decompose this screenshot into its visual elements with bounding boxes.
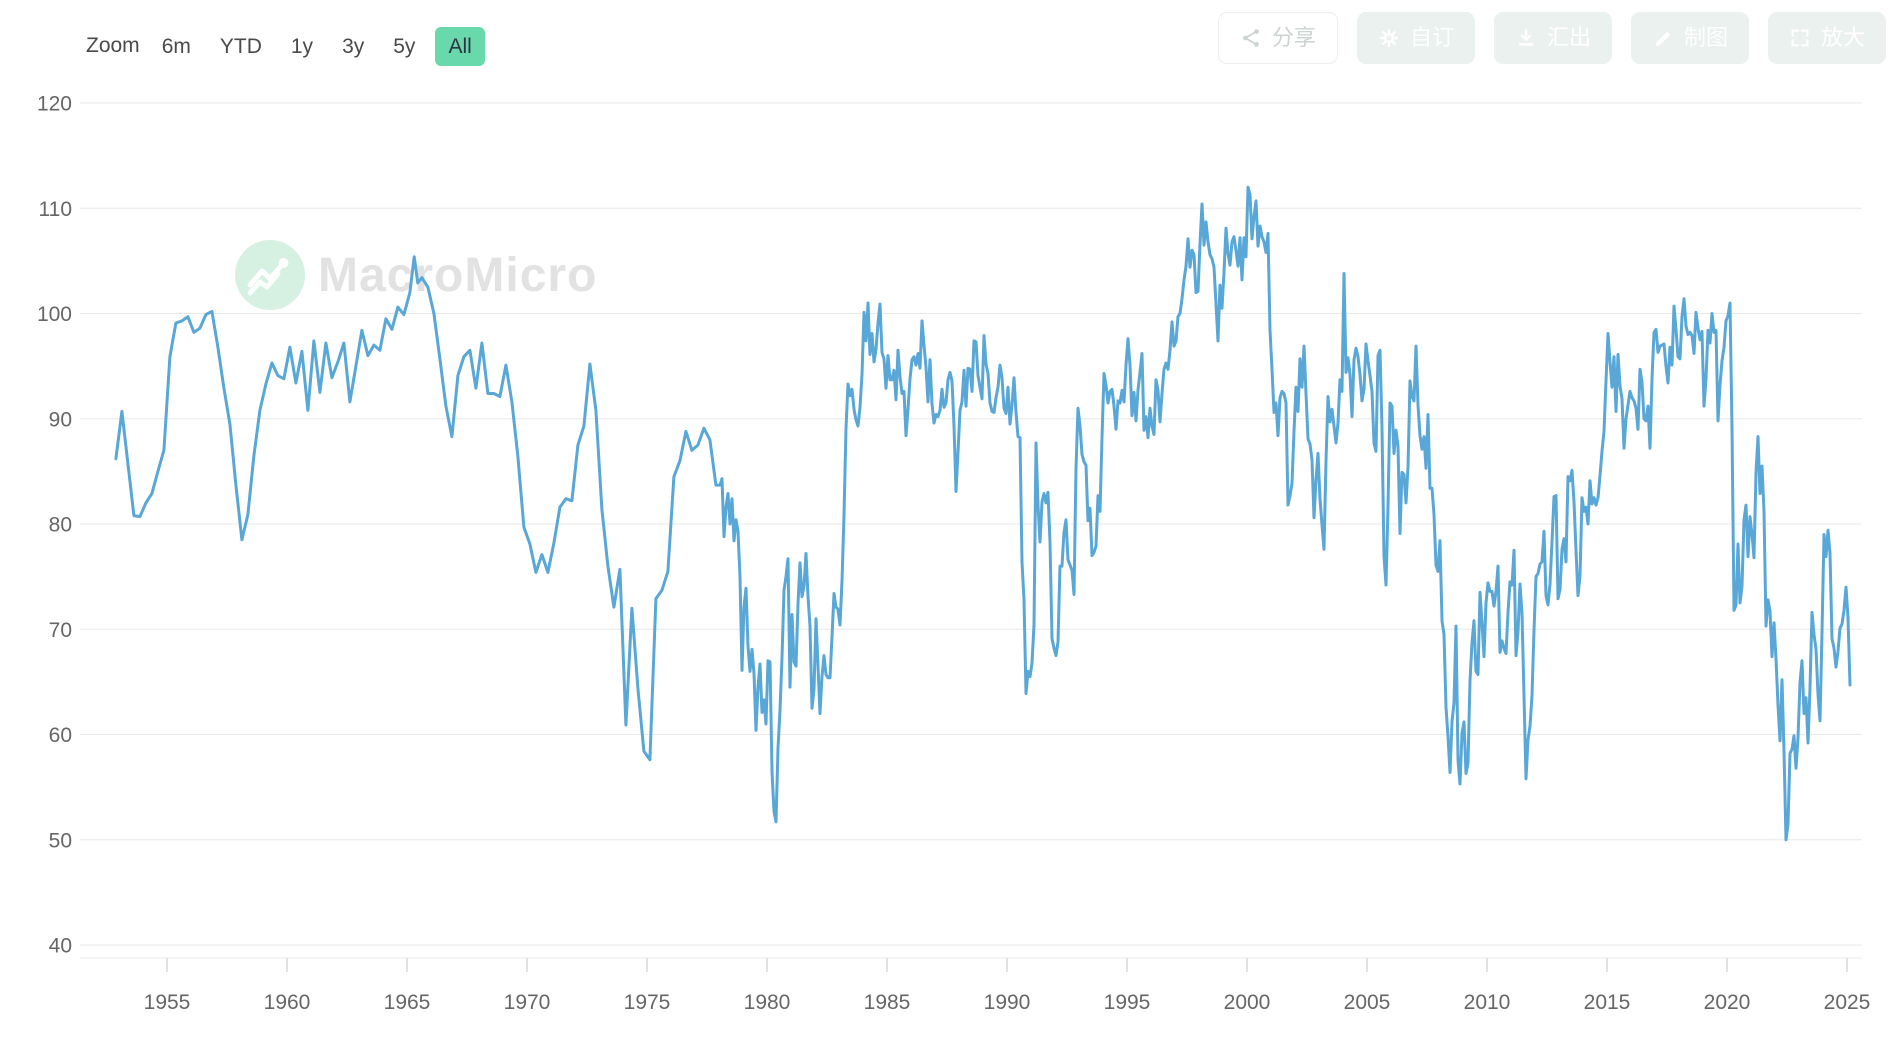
x-axis-label-1995: 1995 (1104, 991, 1151, 1014)
export-button[interactable]: 汇出 (1493, 12, 1612, 64)
series-line[interactable] (114, 185, 1852, 842)
export-label: 汇出 (1546, 25, 1591, 50)
range-button-ytd[interactable]: YTD (211, 28, 271, 65)
customize-button[interactable]: 自订 (1356, 12, 1475, 64)
y-axis-label-120: 120 (37, 93, 72, 116)
x-axis-label-1960: 1960 (264, 991, 311, 1014)
x-axis-label-2020: 2020 (1704, 991, 1751, 1014)
range-button-all[interactable]: All (435, 26, 485, 66)
range-selector: Zoom 6m YTD 1y 3y 5y All (84, 26, 485, 66)
range-button-6m[interactable]: 6m (153, 28, 200, 65)
action-buttons: 分享 自订 汇出 制图 放大 (1217, 12, 1886, 64)
x-axis-label-2000: 2000 (1224, 991, 1271, 1014)
enlarge-button[interactable]: 放大 (1767, 12, 1886, 64)
zoom-label: Zoom (86, 34, 140, 57)
y-axis-label-90: 90 (49, 408, 72, 431)
download-icon (1519, 29, 1533, 46)
macromicro-logo-icon (235, 240, 305, 310)
y-axis-label-40: 40 (49, 935, 72, 958)
x-axis-label-2005: 2005 (1344, 991, 1391, 1014)
draw-chart-button[interactable]: 制图 (1630, 12, 1749, 64)
y-axis-label-60: 60 (49, 724, 72, 747)
y-axis-label-50: 50 (49, 829, 72, 852)
enlarge-label: 放大 (1820, 25, 1865, 50)
range-button-1y[interactable]: 1y (282, 28, 322, 65)
x-axis-label-1970: 1970 (504, 991, 551, 1014)
pencil-icon (1655, 31, 1671, 46)
draw-chart-label: 制图 (1683, 25, 1728, 50)
x-axis-label-2015: 2015 (1584, 991, 1631, 1014)
share-label: 分享 (1271, 25, 1316, 50)
x-axis-label-1980: 1980 (744, 991, 791, 1014)
y-axis-label-70: 70 (49, 619, 72, 642)
y-axis-label-80: 80 (49, 514, 72, 537)
x-axis-label-1990: 1990 (984, 991, 1031, 1014)
x-axis-label-2010: 2010 (1464, 991, 1511, 1014)
range-button-3y[interactable]: 3y (333, 28, 373, 65)
macromicro-watermark: MacroMicro (235, 240, 597, 310)
watermark-text: MacroMicro (318, 248, 598, 302)
range-button-5y[interactable]: 5y (384, 28, 424, 65)
share-button[interactable]: 分享 (1217, 12, 1338, 64)
share-icon (1243, 29, 1259, 47)
x-axis-label-1965: 1965 (384, 991, 431, 1014)
x-axis-label-1975: 1975 (624, 991, 671, 1014)
y-axis-label-110: 110 (39, 198, 72, 221)
gear-icon (1379, 28, 1399, 48)
expand-icon (1791, 29, 1809, 47)
y-axis-label-100: 100 (37, 303, 72, 326)
x-axis-label-2025: 2025 (1824, 991, 1871, 1014)
x-axis-label-1955: 1955 (144, 991, 191, 1014)
x-axis-label-1985: 1985 (864, 991, 911, 1014)
customize-label: 自订 (1409, 25, 1454, 50)
